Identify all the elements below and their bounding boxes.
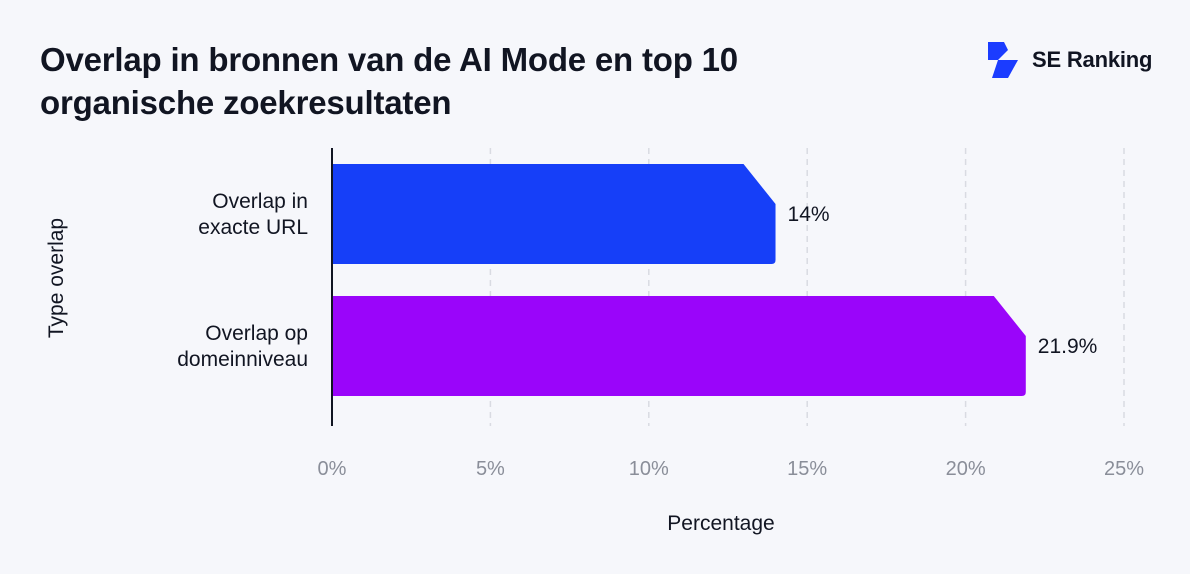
- x-tick-labels: 0% 5% 10% 15% 20% 25%: [318, 458, 1145, 480]
- chart-title: Overlap in bronnen van de AI Mode en top…: [40, 41, 738, 121]
- bar-1: [332, 164, 776, 264]
- brand-logo: SE Ranking: [984, 40, 1152, 80]
- category-label: Overlap op domeinniveau: [177, 322, 308, 371]
- bar-2: [332, 296, 1026, 396]
- x-tick-label: 25%: [1104, 458, 1144, 480]
- category-label: Overlap in exacte URL: [198, 190, 308, 239]
- x-tick-label: 20%: [946, 458, 986, 480]
- x-tick-label: 10%: [629, 458, 669, 480]
- x-tick-label: 5%: [476, 458, 505, 480]
- value-label: 21.9%: [1038, 335, 1098, 358]
- category-labels: Overlap in exacte URL Overlap op domeinnive…: [177, 190, 308, 371]
- value-labels: 14% 21.9%: [788, 203, 1098, 358]
- bar-layer: [332, 164, 1026, 396]
- x-tick-label: 15%: [787, 458, 827, 480]
- se-ranking-logo-icon: [988, 42, 1018, 78]
- x-axis-label: Percentage: [667, 512, 774, 535]
- x-tick-label: 0%: [318, 458, 347, 480]
- y-axis-label: Type overlap: [45, 218, 68, 338]
- brand-name: SE Ranking: [1032, 47, 1153, 72]
- value-label: 14%: [788, 203, 830, 226]
